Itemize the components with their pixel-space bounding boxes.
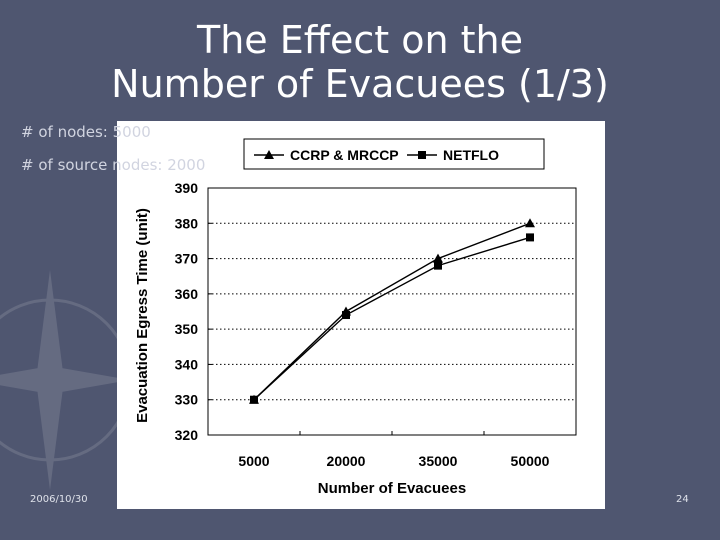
y-tick-label: 360 xyxy=(175,286,199,302)
series-line xyxy=(253,222,531,401)
series-point-triangle xyxy=(433,253,443,263)
footer-page-number: 24 xyxy=(676,494,689,505)
x-tick-label: 5000 xyxy=(238,453,269,469)
line-chart: 320 330 340 350 360 370 380 390 5000 20000 35000 50… xyxy=(134,138,577,497)
x-tick-label: 20000 xyxy=(327,453,366,469)
chart-panel: 320 330 340 350 360 370 380 390 5000 20000 35000 50… xyxy=(117,121,605,509)
series-line xyxy=(253,236,531,401)
x-tick-label: 50000 xyxy=(511,453,550,469)
y-tick-label: 350 xyxy=(175,321,199,337)
note-node-count: # of nodes: 5000 xyxy=(21,123,151,141)
series-point-square xyxy=(250,395,258,404)
legend-marker xyxy=(264,150,274,159)
plot-frame xyxy=(207,187,577,436)
slide-title-line-2: Number of Evacuees (1/3) xyxy=(111,62,609,106)
slide-title: The Effect on the Number of Evacuees (1/… xyxy=(0,18,720,106)
y-tick-label: 330 xyxy=(175,392,199,408)
note-source-node-count: # of source nodes: 2000 xyxy=(21,156,206,174)
y-tick-label: 380 xyxy=(175,215,199,231)
y-tick-label: 370 xyxy=(175,251,199,267)
series-point-square xyxy=(342,311,350,320)
y-tick-label: 340 xyxy=(175,356,199,372)
legend-marker xyxy=(418,151,426,159)
series-point-square xyxy=(526,233,534,242)
footer-date: 2006/10/30 xyxy=(30,494,88,505)
legend-label: NETFLO xyxy=(443,147,499,163)
y-axis-title: Evacuation Egress Time (unit) xyxy=(134,208,151,423)
slide-title-line-1: The Effect on the xyxy=(197,18,523,62)
series-point-square xyxy=(434,261,442,270)
y-tick-label: 320 xyxy=(175,427,199,443)
x-tick-label: 35000 xyxy=(419,453,458,469)
series-point-triangle xyxy=(525,218,535,228)
legend-box xyxy=(243,138,545,170)
y-tick-label: 390 xyxy=(175,180,199,196)
compass-watermark-icon xyxy=(0,270,132,490)
legend-label: CCRP & MRCCP xyxy=(290,147,399,163)
x-axis-title: Number of Evacuees xyxy=(318,480,466,497)
